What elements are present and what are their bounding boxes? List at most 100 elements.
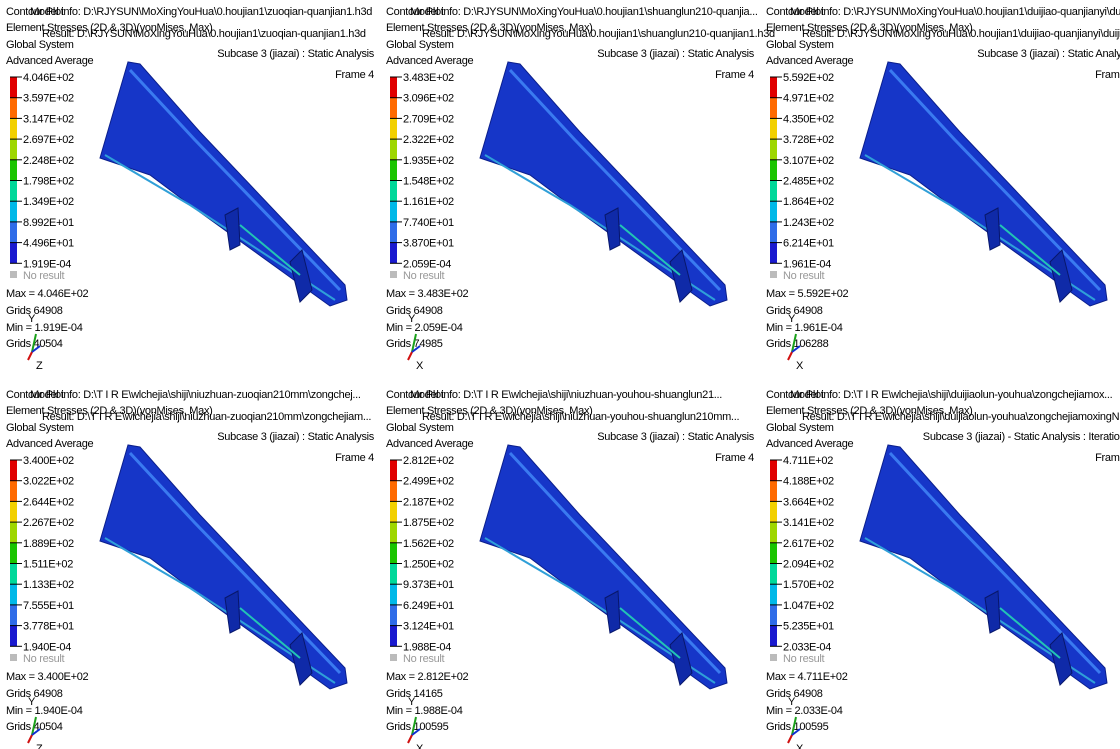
legend-band xyxy=(390,181,397,202)
legend-label: 1.047E+02 xyxy=(783,600,834,612)
triad-label: X xyxy=(416,743,424,749)
model-body xyxy=(480,62,727,306)
frame: Frame 4 xyxy=(1095,452,1120,464)
legend-label: 4.496E+01 xyxy=(23,238,74,250)
legend-band xyxy=(390,243,397,264)
coordinate-system: Global System xyxy=(386,422,454,434)
model-info: Model info: D:\T I R E\wlchejia\shiji\du… xyxy=(790,389,1113,401)
legend-band xyxy=(770,584,777,605)
legend-band xyxy=(10,139,17,160)
legend-band xyxy=(10,501,17,522)
min-value: Min = 1.961E-04 xyxy=(766,322,843,334)
result-panel: Contour PlotModel info: D:\RJYSUN\MoXing… xyxy=(766,6,1120,372)
legend-label: 2.059E-04 xyxy=(403,258,451,270)
legend-band xyxy=(10,584,17,605)
legend-band xyxy=(770,626,777,647)
result-file: Result: D:\T I R E\wlchejia\shiji\duijia… xyxy=(802,411,1120,423)
min-value: Min = 1.919E-04 xyxy=(6,322,83,334)
model-bracket xyxy=(225,208,240,250)
frame: Frame 4 xyxy=(335,452,374,464)
no-result-swatch xyxy=(390,654,397,661)
legend-band xyxy=(10,522,17,543)
legend-label: 1.161E+02 xyxy=(403,196,454,208)
legend-band xyxy=(390,564,397,585)
triad-axis xyxy=(408,352,412,360)
legend-band xyxy=(10,460,17,481)
frame: Frame 4 xyxy=(715,69,754,81)
legend-label: 4.188E+02 xyxy=(783,476,834,488)
frame-model xyxy=(480,62,727,306)
triad-label: Y xyxy=(28,313,36,325)
legend-band xyxy=(10,118,17,139)
max-value: Max = 2.812E+02 xyxy=(386,671,469,683)
legend-label: 1.250E+02 xyxy=(403,559,454,571)
triad-label: X xyxy=(796,743,804,749)
no-result-swatch xyxy=(770,654,777,661)
no-result-swatch xyxy=(10,271,17,278)
model-info: Model info: D:\RJYSUN\MoXingYouHua\0.hou… xyxy=(30,6,372,18)
min-value: Min = 2.059E-04 xyxy=(386,322,463,334)
model-bracket xyxy=(985,591,1000,633)
triad-label: Y xyxy=(788,696,796,708)
averaging: Advanced Average xyxy=(766,55,854,67)
legend-label: 1.349E+02 xyxy=(23,196,74,208)
frame-model xyxy=(860,62,1107,306)
frame-model xyxy=(480,445,727,689)
legend-band xyxy=(390,222,397,243)
triad-axis xyxy=(788,735,792,743)
averaging: Advanced Average xyxy=(766,438,854,450)
legend-label: 3.096E+02 xyxy=(403,93,454,105)
frame-model xyxy=(100,445,347,689)
legend-band xyxy=(390,626,397,647)
max-value: Max = 3.483E+02 xyxy=(386,288,469,300)
legend-band xyxy=(390,543,397,564)
subcase: Subcase 3 (jiazai) : Static Analysis xyxy=(597,48,755,60)
triad-label: Y xyxy=(788,313,796,325)
legend-label: 2.499E+02 xyxy=(403,476,454,488)
legend-band xyxy=(770,98,777,119)
min-value: Min = 1.940E-04 xyxy=(6,705,83,717)
legend-band xyxy=(390,201,397,222)
legend-label: 7.740E+01 xyxy=(403,217,454,229)
legend-band xyxy=(770,181,777,202)
legend-label: 1.864E+02 xyxy=(783,196,834,208)
subcase: Subcase 3 (jiazai) : Static Analysis xyxy=(977,48,1120,60)
no-result-swatch xyxy=(10,654,17,661)
legend-label: 1.133E+02 xyxy=(23,579,74,591)
legend-label: 2.033E-04 xyxy=(783,641,831,653)
frame: Frame 4 xyxy=(335,69,374,81)
legend-label: 3.597E+02 xyxy=(23,93,74,105)
triad-axis xyxy=(408,735,412,743)
legend-label: 2.812E+02 xyxy=(403,455,454,467)
legend-label: 1.875E+02 xyxy=(403,517,454,529)
result-file: Result: D:\T I R E\wlchejia\shiji\niuzhu… xyxy=(422,411,739,423)
no-result: No result xyxy=(403,270,445,282)
max-value: Max = 4.046E+02 xyxy=(6,288,89,300)
legend-band xyxy=(770,77,777,98)
legend-band xyxy=(770,481,777,502)
max-value: Max = 4.711E+02 xyxy=(766,671,848,683)
legend-label: 3.107E+02 xyxy=(783,155,834,167)
legend-label: 8.992E+01 xyxy=(23,217,74,229)
model-bracket xyxy=(605,208,620,250)
triad-label: Y xyxy=(408,696,416,708)
legend-label: 2.322E+02 xyxy=(403,134,454,146)
model-info: Model info: D:\RJYSUN\MoXingYouHua\0.hou… xyxy=(410,6,758,18)
legend-label: 3.022E+02 xyxy=(23,476,74,488)
legend-band xyxy=(770,160,777,181)
legend-label: 1.562E+02 xyxy=(403,538,454,550)
legend-band xyxy=(390,77,397,98)
legend-label: 2.709E+02 xyxy=(403,113,454,125)
legend-band xyxy=(770,460,777,481)
averaging: Advanced Average xyxy=(6,55,94,67)
legend-band xyxy=(390,501,397,522)
coordinate-system: Global System xyxy=(766,422,834,434)
legend-band xyxy=(10,564,17,585)
result-panel: Contour PlotModel info: D:\T I R E\wlche… xyxy=(6,389,375,749)
legend-label: 1.935E+02 xyxy=(403,155,454,167)
min-value: Min = 1.988E-04 xyxy=(386,705,463,717)
legend-label: 2.697E+02 xyxy=(23,134,74,146)
legend-band xyxy=(390,522,397,543)
legend-label: 2.644E+02 xyxy=(23,496,74,508)
result-panel: Contour PlotModel info: D:\T I R E\wlche… xyxy=(386,389,755,749)
